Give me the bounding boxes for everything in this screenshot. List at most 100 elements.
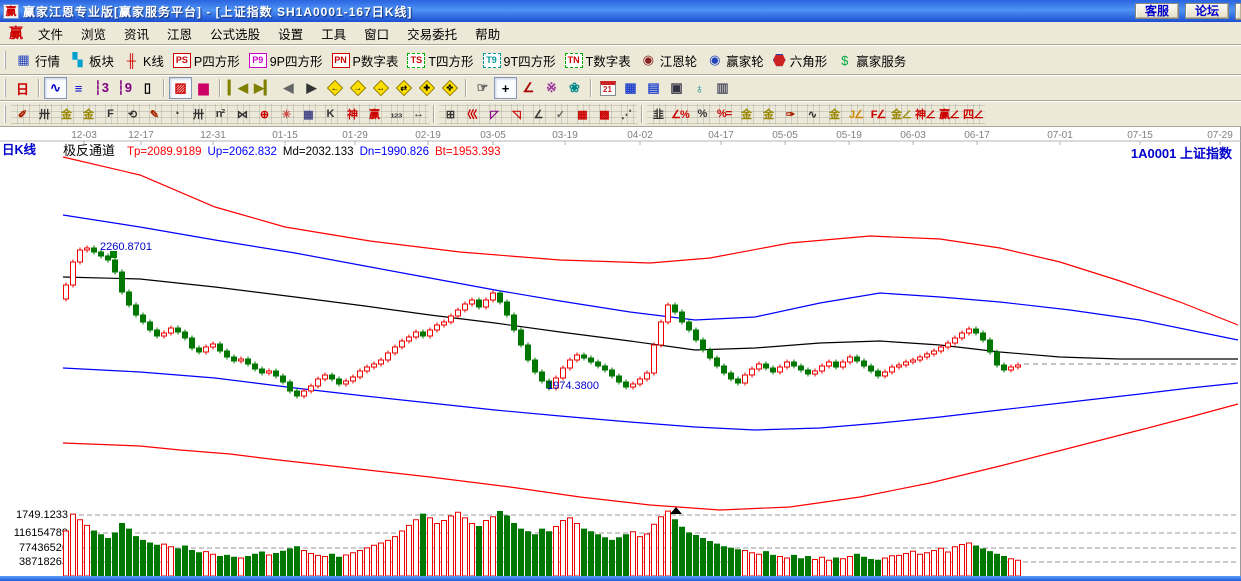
calculator-button[interactable]: ▦ (619, 77, 642, 99)
crosshair-button[interactable]: + (494, 77, 517, 99)
three-bars-button[interactable]: ┆3 (90, 77, 113, 99)
marker-pen-button[interactable]: ✑ (779, 104, 801, 124)
winner-service-button[interactable]: $ 赢家服务 (832, 49, 911, 72)
shrink-horizontal-button[interactable]: ⇄ (392, 77, 415, 99)
save-button[interactable]: ▣ (665, 77, 688, 99)
sectors-button[interactable]: ▚ 板块 (65, 49, 119, 72)
gold-levels-2-button[interactable]: 金 (823, 104, 845, 124)
info-panel-button[interactable]: ≡ (67, 77, 90, 99)
parallel-lines-button[interactable]: ⋰ (615, 104, 637, 124)
price-volume-chart[interactable]: 12-03 12-17 12-31 01-15 01-29 02-19 03-05 03-19… (0, 127, 1241, 576)
comb-2-button[interactable]: 卅 (187, 104, 209, 124)
9t-square-button[interactable]: T9 9T四方形 (479, 49, 561, 72)
percent-button[interactable]: % (691, 104, 713, 124)
brush-tool-button[interactable]: ✐ (11, 104, 33, 124)
check-lines-button[interactable]: ✓ (549, 104, 571, 124)
star-web-button[interactable]: ✳ (275, 104, 297, 124)
n-squared-button[interactable]: n² (209, 104, 231, 124)
gold-levels-button[interactable]: 金 (757, 104, 779, 124)
grid-123-button[interactable]: ₁₂₃ (385, 104, 407, 124)
percent-levels-button[interactable]: %= (713, 104, 735, 124)
p-number-table-button[interactable]: PN P数字表 (328, 49, 404, 72)
clipped-titlebar-button[interactable] (1235, 2, 1241, 20)
gann-marker-button[interactable]: ※ (540, 77, 563, 99)
pan-hand-button[interactable]: ☞ (471, 77, 494, 99)
histogram-colors-button[interactable]: ▆ (192, 77, 215, 99)
menu-item-5[interactable]: 设置 (278, 27, 304, 42)
calendar-button[interactable]: 21 (596, 77, 619, 99)
menu-item-2[interactable]: 资讯 (124, 27, 150, 42)
pattern-select-button[interactable]: ▨ (169, 77, 192, 99)
period-selector-button[interactable]: 日 (11, 77, 34, 99)
time-circle-button[interactable]: ◔ (165, 104, 187, 124)
scroll-left-button[interactable]: ← (323, 77, 346, 99)
hexagon-button[interactable]: 六角形 (769, 49, 833, 72)
9p-square-button[interactable]: P9 9P四方形 (245, 49, 328, 72)
expand-all-button[interactable]: ✜ (438, 77, 461, 99)
ruler-comb-button[interactable]: 卅 (33, 104, 55, 124)
shen-grid-button[interactable]: 神 (341, 104, 363, 124)
percent-angle-button[interactable]: ∠% (669, 104, 691, 124)
fan-box-button[interactable]: ◸ (483, 104, 505, 124)
gann-wheel-button[interactable]: ◉ 江恩轮 (636, 49, 703, 72)
t-square-button[interactable]: TS T四方形 (403, 49, 478, 72)
menu-item-7[interactable]: 窗口 (364, 27, 390, 42)
chart-style-button[interactable]: ∿ (44, 77, 67, 99)
f-angle-button[interactable]: F∠ (867, 104, 889, 124)
pen-grid-button[interactable]: ✎ (143, 104, 165, 124)
angle-measure-button[interactable]: ∠ (517, 77, 540, 99)
gold-angle-button[interactable]: 金∠ (889, 104, 913, 124)
ying-angle-button[interactable]: 赢∠ (937, 104, 961, 124)
shen-angle-button[interactable]: 神∠ (913, 104, 937, 124)
web-link-button[interactable]: ♁ (688, 77, 711, 99)
gold-grid-b-button[interactable]: 金 (77, 104, 99, 124)
candle-style-button[interactable]: ▯ (136, 77, 159, 99)
scroll-right-button[interactable]: → (346, 77, 369, 99)
p-square-button[interactable]: PS P四方形 (169, 49, 245, 72)
toolbar-grip[interactable] (4, 51, 7, 69)
menu-item-0[interactable]: 文件 (38, 27, 64, 42)
f-grid-button[interactable]: F (99, 104, 121, 124)
kline-button[interactable]: ╫ K线 (119, 49, 169, 72)
red-grid-button[interactable]: ▦ (571, 104, 593, 124)
prev-page-button[interactable]: ◀ (277, 77, 300, 99)
toolbar-grip[interactable] (4, 79, 7, 97)
angle-mirror-button[interactable]: ⋈ (231, 104, 253, 124)
wave-channel-button[interactable]: ∿ (801, 104, 823, 124)
box-measure-button[interactable]: ⊞ (439, 104, 461, 124)
spiral-tool-button[interactable]: ⟲ (121, 104, 143, 124)
quotes-button[interactable]: ▦ 行情 (11, 49, 65, 72)
j-angle-button[interactable]: J∠ (845, 104, 867, 124)
zoom-all-button[interactable]: ✚ (415, 77, 438, 99)
menu-item-6[interactable]: 工具 (321, 27, 347, 42)
flower-tool-button[interactable]: ❀ (563, 77, 586, 99)
gold-circle-button[interactable]: 金 (735, 104, 757, 124)
winner-wheel-button[interactable]: ◉ 赢家轮 (702, 49, 769, 72)
next-page-button[interactable]: ▶ (300, 77, 323, 99)
si-angle-button[interactable]: 四∠ (961, 104, 985, 124)
indicator-name[interactable]: 极反通道 (63, 143, 116, 158)
k-quote-button[interactable]: K (319, 104, 341, 124)
fan-box-2-button[interactable]: ◹ (505, 104, 527, 124)
trend-lines-button[interactable]: ∠ (527, 104, 549, 124)
gold-grid-a-button[interactable]: 金 (55, 104, 77, 124)
first-page-button[interactable]: ▎◀ (225, 77, 251, 99)
chart-area[interactable]: 12-03 12-17 12-31 01-15 01-29 02-19 03-05 03-19… (0, 127, 1241, 576)
ying-grid-button[interactable]: 赢 (363, 104, 385, 124)
price-scale-button[interactable]: 韭 (647, 104, 669, 124)
web-grid-button[interactable]: ▦ (297, 104, 319, 124)
fan-lines-button[interactable]: 巛 (461, 104, 483, 124)
forum-button[interactable]: 论坛 (1184, 3, 1229, 19)
nine-bars-button[interactable]: ┆9 (113, 77, 136, 99)
notes-button[interactable]: ▤ (642, 77, 665, 99)
target-cross-button[interactable]: ⊕ (253, 104, 275, 124)
zoom-horizontal-button[interactable]: ↔ (369, 77, 392, 99)
printer-button[interactable]: ▥ (711, 77, 734, 99)
customer-service-button[interactable]: 客服 (1134, 3, 1179, 19)
menu-item-8[interactable]: 交易委托 (407, 27, 458, 42)
width-arrows-button[interactable]: ↔ (407, 104, 429, 124)
toolbar-grip[interactable] (4, 105, 7, 123)
menu-item-9[interactable]: 帮助 (475, 27, 501, 42)
menu-item-4[interactable]: 公式选股 (210, 27, 261, 42)
menu-item-1[interactable]: 浏览 (81, 27, 107, 42)
